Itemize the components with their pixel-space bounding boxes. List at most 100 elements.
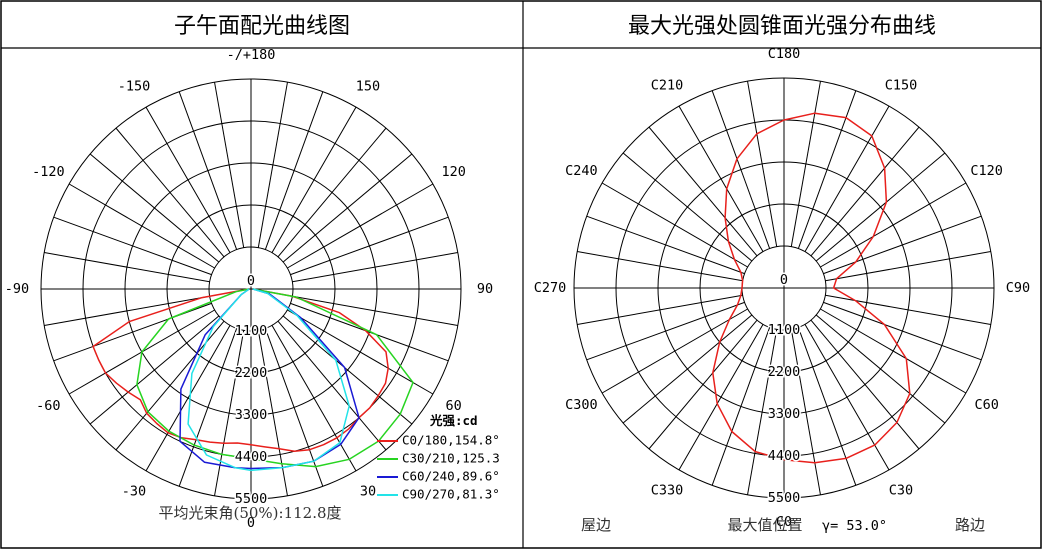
- grid-spoke: [271, 106, 357, 253]
- grid-spoke: [648, 319, 758, 450]
- grid-spoke: [747, 81, 778, 247]
- grid-spoke: [277, 320, 387, 451]
- grid-spoke: [790, 81, 821, 247]
- grid-spoke: [292, 295, 458, 326]
- right-angle-label: C240: [565, 163, 598, 179]
- grid-spoke: [823, 301, 982, 361]
- right-angle-label: C270: [534, 280, 567, 296]
- right-angle-label: C150: [885, 77, 918, 93]
- grid-spoke: [264, 91, 324, 250]
- left-angle-label: 30: [360, 484, 376, 500]
- grid-spoke: [825, 294, 991, 325]
- left-radial-labels: 0 1100 2200 3300 4400 5500: [233, 272, 269, 509]
- grid-spoke: [145, 106, 231, 253]
- left-series-line-0: [92, 288, 389, 453]
- left-angle-label: 90: [477, 281, 493, 297]
- grid-spoke: [586, 215, 745, 275]
- grid-spoke: [89, 315, 220, 425]
- left-panel-title: 子午面配光曲线图: [174, 14, 350, 39]
- grid-spoke: [178, 328, 238, 487]
- grid-spoke: [601, 308, 748, 394]
- grid-spoke: [53, 216, 212, 276]
- right-series-line-0: [712, 112, 911, 464]
- left-radial-label: 4400: [235, 449, 268, 465]
- left-angle-label: -/+180: [227, 47, 276, 63]
- right-radial-label: 0: [780, 272, 788, 288]
- left-angle-labels: -/+180 150 120 90 60 30 0 -30 -60 -90 -120 -150: [5, 47, 493, 531]
- right-angle-label: C0: [776, 514, 792, 530]
- grid-spoke: [277, 127, 387, 258]
- left-angle-label: 0: [247, 515, 255, 531]
- left-angle-label: 120: [441, 164, 465, 180]
- grid-spoke: [68, 183, 215, 269]
- max-position-label: 最大值位置: [727, 516, 802, 534]
- grid-spoke: [622, 314, 753, 424]
- grid-spoke: [815, 152, 946, 262]
- grid-spoke: [823, 215, 982, 275]
- road-side-label: 路边: [955, 516, 985, 534]
- left-angle-label: -120: [32, 164, 65, 180]
- grid-spoke: [804, 324, 890, 471]
- legend-item-label: C90/270,81.3°: [402, 487, 500, 502]
- grid-spoke: [214, 82, 245, 248]
- grid-spoke: [282, 315, 413, 425]
- right-angle-label: C300: [565, 397, 598, 413]
- grid-spoke: [711, 327, 771, 486]
- right-angle-label: C210: [651, 77, 684, 93]
- grid-spoke: [622, 152, 753, 262]
- grid-spoke: [292, 252, 458, 283]
- right-angle-labels: C180 C150 C120 C90 C60 C30 C0 C330 C300 C270 C240 C…: [534, 46, 1030, 530]
- grid-spoke: [577, 294, 743, 325]
- right-radial-labels: 0 1100 2200 3300 4400 5500: [766, 271, 802, 508]
- left-series-group: [92, 288, 414, 472]
- right-panel-title: 最大光强处圆锥面光强分布曲线: [628, 14, 936, 39]
- left-radial-label: 5500: [235, 491, 268, 507]
- grid-spoke: [790, 329, 821, 495]
- right-angle-label: C90: [1006, 280, 1030, 296]
- grid-spoke: [678, 324, 764, 471]
- left-series-line-2: [179, 288, 360, 470]
- grid-spoke: [820, 308, 967, 394]
- grid-spoke: [648, 126, 758, 257]
- legend: 光强:cd C0/180,154.8° C30/210,125.3 C60/240,…: [377, 413, 500, 502]
- grid-spoke: [115, 320, 225, 451]
- right-series-group: [712, 112, 911, 464]
- grid-spoke: [820, 182, 967, 268]
- legend-item-label: C30/210,125.3: [402, 451, 500, 466]
- grid-spoke: [53, 302, 212, 362]
- left-radial-label: 0: [247, 273, 255, 289]
- beam-angle-footer: 平均光束角(50%):112.8度: [158, 504, 341, 522]
- right-radial-label: 5500: [768, 490, 801, 506]
- grid-spoke: [586, 301, 745, 361]
- grid-spoke: [264, 328, 324, 487]
- grid-spoke: [214, 330, 245, 496]
- grid-spoke: [271, 325, 357, 472]
- legend-item-label: C0/180,154.8°: [402, 433, 500, 448]
- grid-spoke: [678, 105, 764, 252]
- grid-spoke: [711, 90, 771, 249]
- grid-spoke: [815, 314, 946, 424]
- grid-spoke: [178, 91, 238, 250]
- grid-spoke: [145, 325, 231, 472]
- grid-spoke: [810, 319, 920, 450]
- grid-spoke: [115, 127, 225, 258]
- grid-spoke: [287, 309, 434, 395]
- left-series-line-1: [136, 288, 414, 468]
- max-gamma-value: γ= 53.0°: [822, 518, 887, 534]
- legend-item-label: C60/240,89.6°: [402, 469, 500, 484]
- left-angle-label: -90: [5, 281, 29, 297]
- right-angle-label: C60: [974, 397, 998, 413]
- right-polar-grid: [573, 77, 995, 499]
- right-angle-label: C120: [970, 163, 1003, 179]
- right-radial-label: 1100: [768, 322, 801, 338]
- right-angle-label: C30: [889, 483, 913, 499]
- left-radial-label: 2200: [235, 365, 268, 381]
- right-radial-label: 4400: [768, 448, 801, 464]
- left-angle-label: -150: [118, 78, 151, 94]
- left-polar-grid: [40, 78, 462, 500]
- grid-spoke: [282, 153, 413, 263]
- grid-spoke: [287, 183, 434, 269]
- left-series-line-3: [187, 288, 350, 472]
